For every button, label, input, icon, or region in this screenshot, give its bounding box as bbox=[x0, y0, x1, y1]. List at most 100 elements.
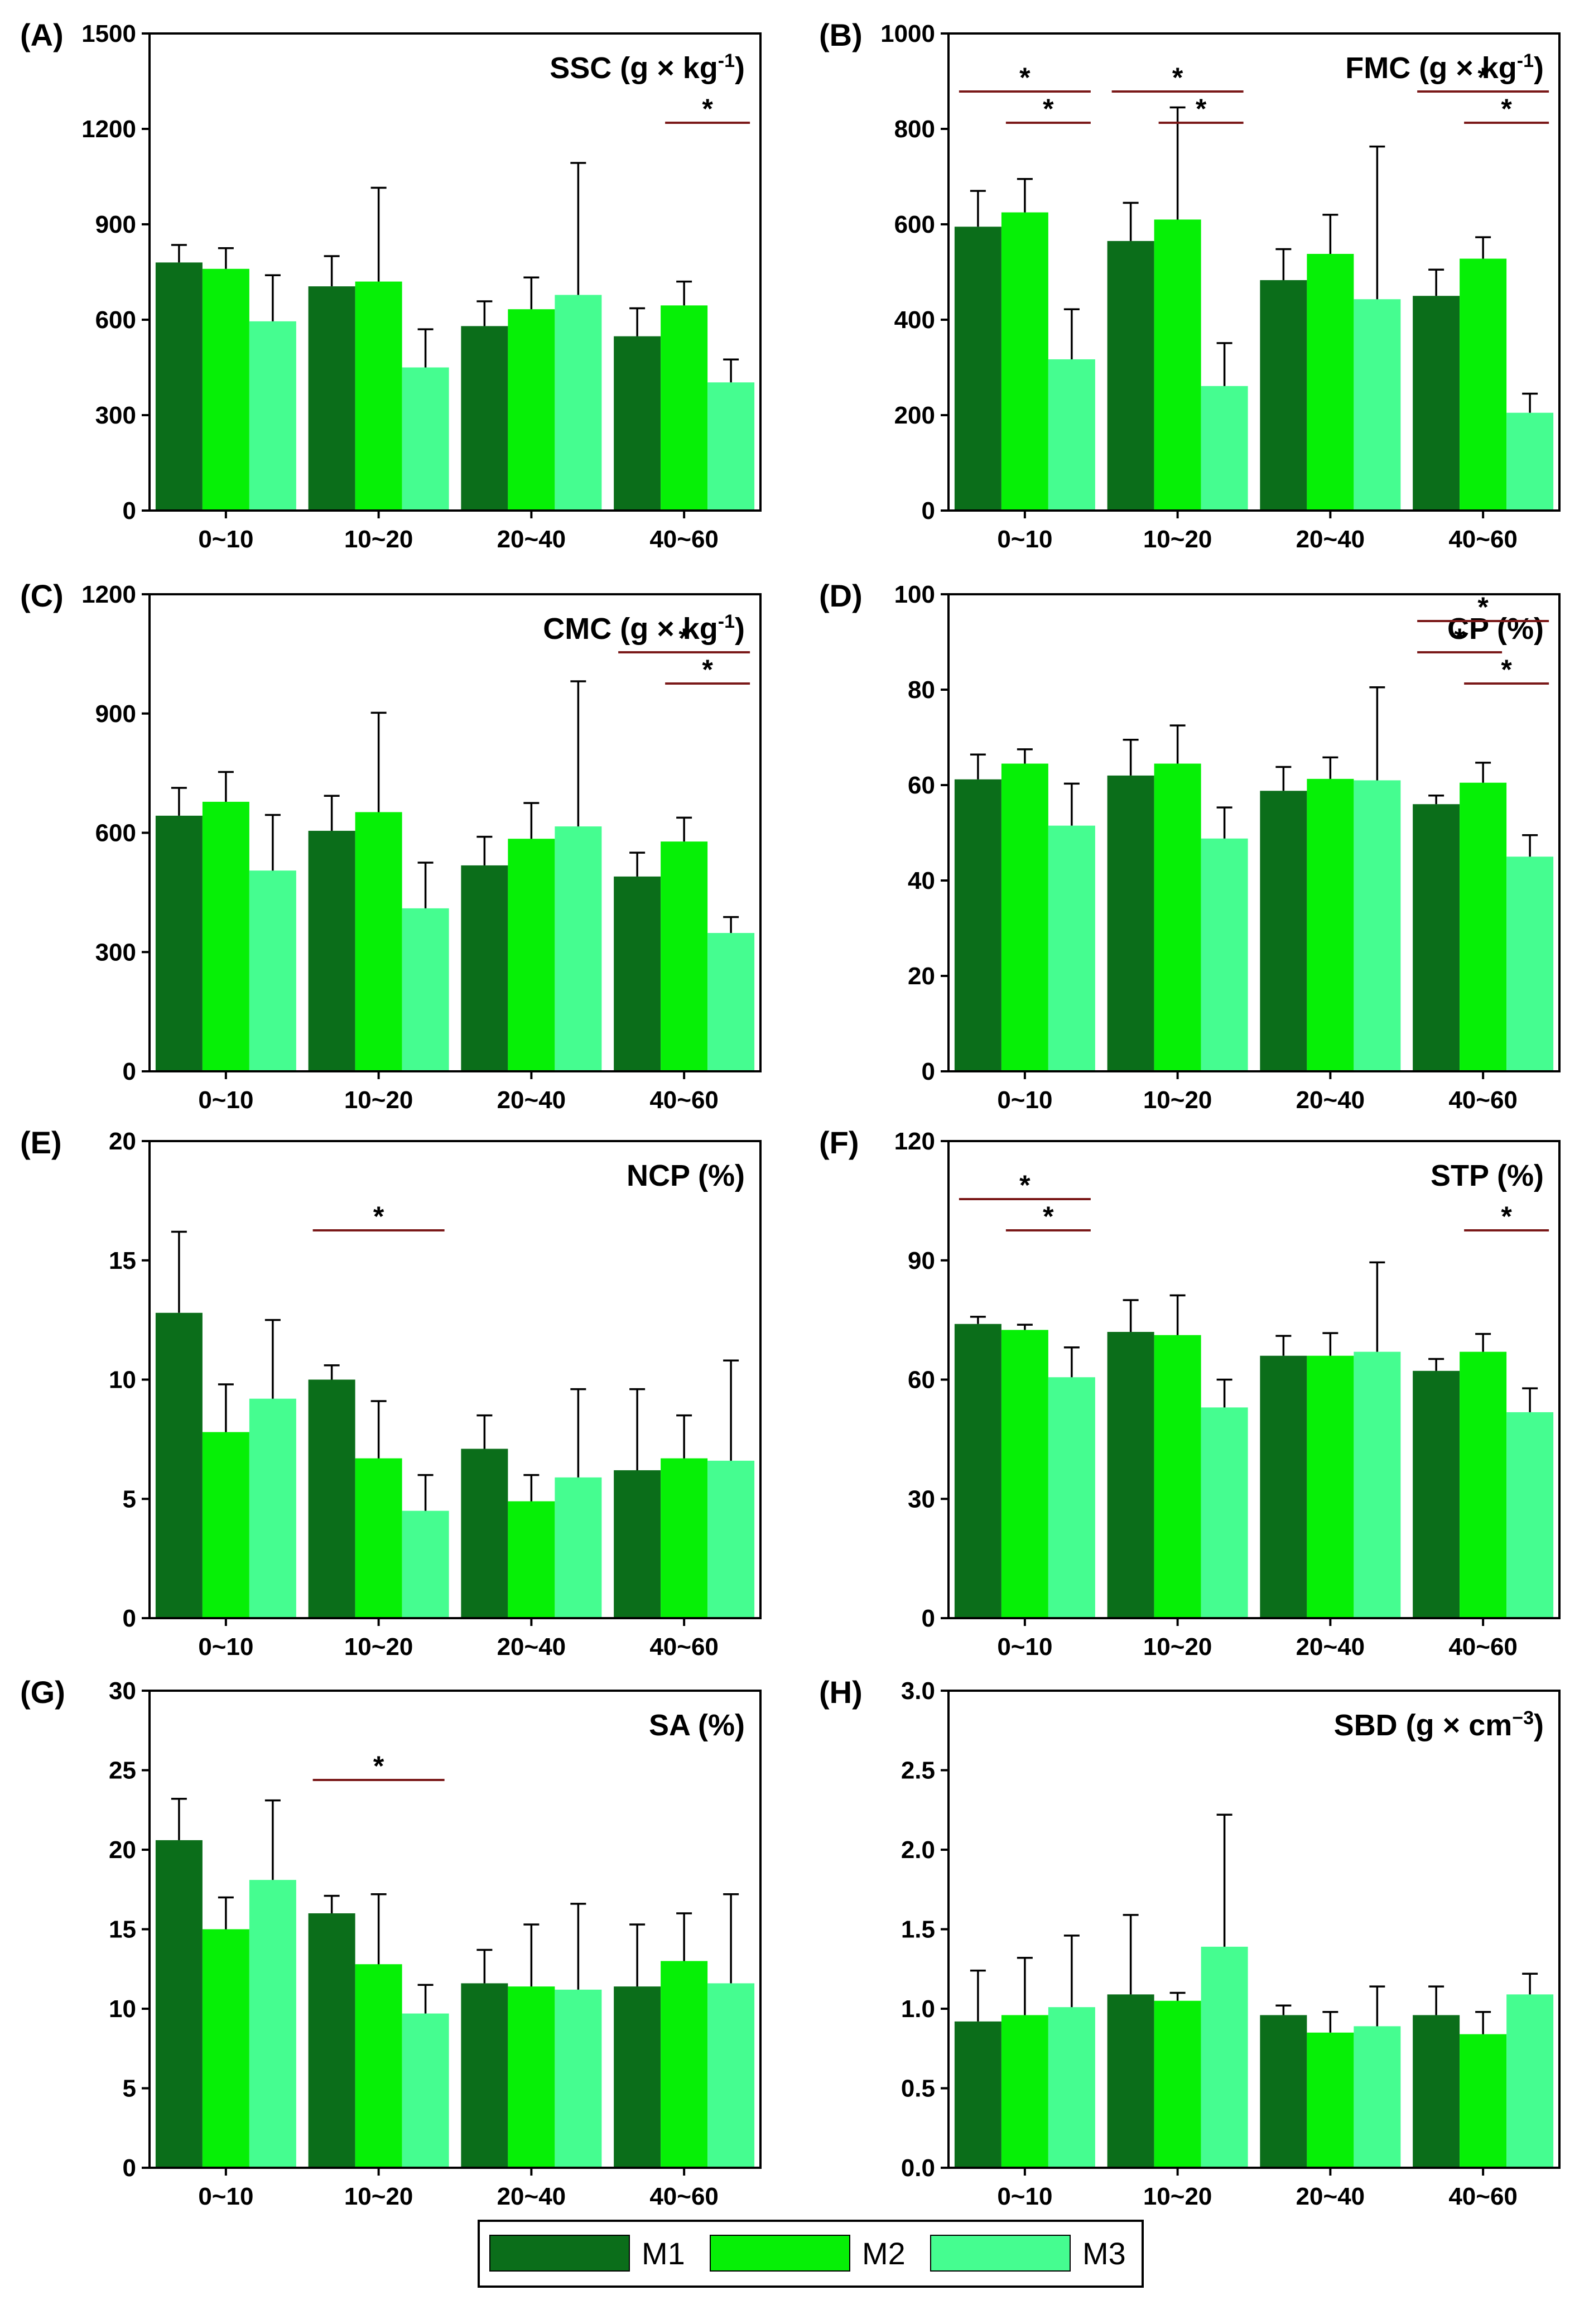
panel-title: SBD (g × cm−3) bbox=[1334, 1707, 1544, 1742]
y-tick-label: 600 bbox=[95, 306, 136, 334]
significance-star: * bbox=[1196, 93, 1207, 124]
bar-M2-10~20 bbox=[355, 1458, 402, 1618]
y-tick-label: 2.5 bbox=[901, 1757, 935, 1784]
y-tick-label: 20 bbox=[109, 1836, 136, 1864]
y-tick-label: 3.0 bbox=[901, 1677, 935, 1705]
y-tick-label: 30 bbox=[908, 1485, 935, 1513]
bar-M1-0~10 bbox=[155, 1312, 203, 1618]
bar-M3-0~10 bbox=[249, 1880, 296, 2168]
bar-M2-20~40 bbox=[508, 1501, 555, 1618]
bar-M1-10~20 bbox=[308, 1913, 355, 2168]
significance-star: * bbox=[1501, 93, 1512, 124]
bar-M1-0~10 bbox=[954, 2021, 1001, 2168]
panel-C: 0 300 600 900 1200 0~10 10~20 20~40 40~60 (C) CMC … bbox=[20, 578, 762, 1114]
x-tick-label: 10~20 bbox=[1143, 526, 1212, 553]
significance-star: * bbox=[1501, 654, 1512, 685]
bar-M1-20~40 bbox=[1260, 2015, 1307, 2168]
bar-M3-40~60 bbox=[707, 1460, 755, 1618]
significance-star: * bbox=[1501, 1201, 1512, 1232]
bar-M3-20~40 bbox=[1354, 780, 1401, 1071]
bar-M2-10~20 bbox=[1154, 2000, 1201, 2168]
y-tick-label: 800 bbox=[894, 116, 935, 143]
bar-M2-20~40 bbox=[1307, 254, 1354, 511]
bar-M3-0~10 bbox=[249, 870, 296, 1071]
y-tick-label: 600 bbox=[95, 820, 136, 847]
bar-M2-20~40 bbox=[1307, 778, 1354, 1071]
bar-M2-40~60 bbox=[1460, 1351, 1507, 1618]
y-tick-label: 15 bbox=[109, 1247, 136, 1274]
bar-M1-0~10 bbox=[954, 227, 1001, 511]
significance-star: * bbox=[1477, 591, 1489, 623]
panel-label: (D) bbox=[819, 578, 863, 613]
x-tick-label: 20~40 bbox=[1296, 526, 1365, 553]
x-tick-label: 40~60 bbox=[649, 1633, 719, 1661]
legend-swatch-M2 bbox=[710, 2235, 850, 2272]
significance-star: * bbox=[373, 1750, 384, 1782]
bar-M2-40~60 bbox=[661, 305, 708, 511]
bar-M2-10~20 bbox=[1154, 1335, 1201, 1618]
bar-M3-40~60 bbox=[1506, 857, 1554, 1071]
panel-E: 0 5 10 15 20 0~10 10~20 20~40 40~60 (E) NCP (%) * bbox=[20, 1125, 762, 1661]
bar-M1-20~40 bbox=[1260, 791, 1307, 1071]
bar-M3-0~10 bbox=[249, 321, 296, 511]
bar-M1-10~20 bbox=[1107, 775, 1154, 1071]
bar-M2-0~10 bbox=[202, 268, 249, 511]
bar-M3-40~60 bbox=[707, 933, 755, 1071]
bar-M1-10~20 bbox=[308, 286, 355, 511]
y-tick-label: 2.0 bbox=[901, 1836, 935, 1864]
y-tick-label: 60 bbox=[908, 772, 935, 799]
bar-M2-0~10 bbox=[1001, 763, 1048, 1071]
x-tick-label: 20~40 bbox=[1296, 2183, 1365, 2210]
bar-M2-0~10 bbox=[202, 1432, 249, 1618]
bar-M1-20~40 bbox=[1260, 280, 1307, 511]
bar-M3-10~20 bbox=[1201, 1946, 1248, 2168]
bar-M1-40~60 bbox=[1413, 804, 1460, 1071]
bar-M3-10~20 bbox=[1201, 1407, 1248, 1618]
y-tick-label: 30 bbox=[109, 1677, 136, 1705]
panel-label: (G) bbox=[20, 1675, 65, 1710]
panel-title: STP (%) bbox=[1431, 1159, 1544, 1192]
panel-title: SA (%) bbox=[649, 1709, 745, 1742]
panel-title: CMC (g × kg-1) bbox=[543, 611, 745, 646]
panel-title: NCP (%) bbox=[627, 1159, 745, 1192]
x-tick-label: 40~60 bbox=[649, 1086, 719, 1114]
bar-M1-20~40 bbox=[1260, 1355, 1307, 1618]
bar-M3-10~20 bbox=[1201, 386, 1248, 511]
panel-B: 0 200 400 600 800 1000 0~10 10~20 20~40 40~60 (B) F… bbox=[819, 17, 1561, 553]
bar-M2-0~10 bbox=[202, 801, 249, 1071]
bar-M1-40~60 bbox=[614, 1986, 661, 2168]
y-tick-label: 5 bbox=[123, 1485, 136, 1513]
y-tick-label: 20 bbox=[109, 1128, 136, 1155]
bar-M2-20~40 bbox=[508, 839, 555, 1071]
panel-label: (B) bbox=[819, 17, 863, 52]
panel-A: 0 300 600 900 1200 1500 0~10 10~20 20~40 40~60 (A)… bbox=[20, 17, 762, 553]
bar-M3-0~10 bbox=[1048, 825, 1095, 1071]
significance-star: * bbox=[1477, 62, 1489, 93]
y-tick-label: 0 bbox=[123, 497, 136, 525]
y-tick-label: 1.5 bbox=[901, 1916, 935, 1943]
x-tick-label: 20~40 bbox=[497, 526, 566, 553]
bar-M3-20~40 bbox=[1354, 299, 1401, 511]
y-tick-label: 400 bbox=[894, 306, 935, 334]
plot-frame bbox=[947, 32, 1561, 512]
y-tick-label: 1000 bbox=[880, 20, 935, 47]
bar-M3-20~40 bbox=[555, 1989, 602, 2168]
panel-label: (C) bbox=[20, 578, 64, 613]
plot-frame bbox=[148, 32, 762, 512]
y-tick-label: 0 bbox=[123, 1058, 136, 1085]
bar-M3-20~40 bbox=[555, 826, 602, 1071]
panel-label: (A) bbox=[20, 17, 64, 52]
significance-star: * bbox=[1454, 623, 1465, 654]
bar-M3-40~60 bbox=[1506, 1412, 1554, 1618]
x-tick-label: 10~20 bbox=[1143, 2183, 1212, 2210]
panel-F: 0 30 60 90 120 0~10 10~20 20~40 40~60 (F) STP (%) *… bbox=[819, 1125, 1561, 1661]
bar-M2-20~40 bbox=[508, 309, 555, 511]
bar-M3-0~10 bbox=[1048, 359, 1095, 511]
y-tick-label: 1200 bbox=[81, 116, 136, 143]
bar-M2-0~10 bbox=[1001, 212, 1048, 511]
plot-frame bbox=[947, 593, 1561, 1072]
bar-M2-40~60 bbox=[661, 841, 708, 1071]
bar-M2-0~10 bbox=[1001, 2015, 1048, 2168]
x-tick-label: 40~60 bbox=[1448, 1086, 1518, 1114]
